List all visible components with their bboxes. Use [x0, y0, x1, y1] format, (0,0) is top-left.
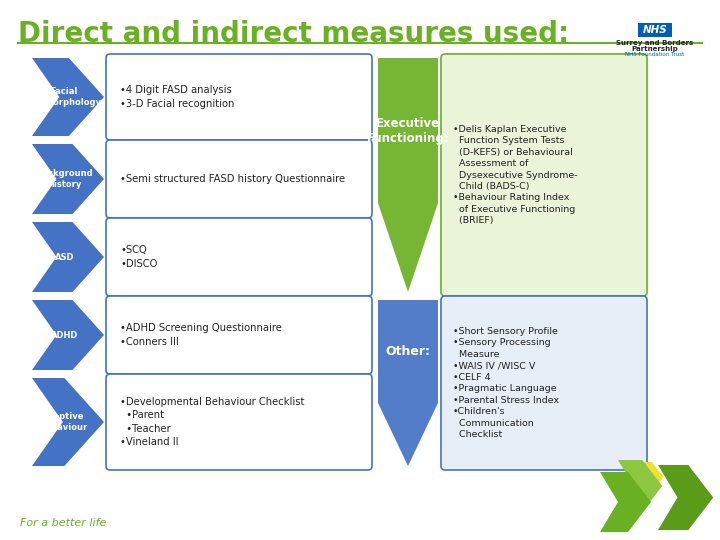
Polygon shape	[378, 300, 438, 466]
Polygon shape	[378, 58, 438, 292]
Text: •SCQ
•DISCO: •SCQ •DISCO	[120, 245, 158, 268]
Polygon shape	[32, 222, 104, 292]
Text: Executive
Functioning:: Executive Functioning:	[366, 117, 449, 145]
Text: Other:: Other:	[385, 345, 431, 358]
Polygon shape	[32, 378, 104, 466]
Polygon shape	[32, 144, 104, 214]
FancyBboxPatch shape	[106, 296, 372, 374]
FancyBboxPatch shape	[106, 54, 372, 140]
Text: Facial
Dysmorphology: Facial Dysmorphology	[27, 87, 101, 107]
Text: •4 Digit FASD analysis
•3-D Facial recognition: •4 Digit FASD analysis •3-D Facial recog…	[120, 85, 235, 109]
Text: •Delis Kaplan Executive
  Function System Tests
  (D-KEFS) or Behavioural
  Asse: •Delis Kaplan Executive Function System …	[453, 125, 577, 225]
Polygon shape	[618, 460, 662, 512]
FancyBboxPatch shape	[638, 23, 672, 37]
Text: •Short Sensory Profile
•Sensory Processing
  Measure
•WAIS IV /WISC V
•CELF 4
•P: •Short Sensory Profile •Sensory Processi…	[453, 327, 559, 439]
Text: Adaptive
Behaviour: Adaptive Behaviour	[40, 413, 88, 431]
Polygon shape	[600, 472, 651, 532]
FancyBboxPatch shape	[441, 54, 647, 296]
Text: •ADHD Screening Questionnaire
•Conners III: •ADHD Screening Questionnaire •Conners I…	[120, 323, 282, 347]
Polygon shape	[32, 58, 104, 136]
FancyBboxPatch shape	[106, 140, 372, 218]
Text: Surrey and Borders: Surrey and Borders	[616, 40, 693, 46]
Polygon shape	[658, 465, 714, 530]
FancyBboxPatch shape	[106, 374, 372, 470]
Text: ADHD: ADHD	[51, 330, 78, 340]
Polygon shape	[638, 462, 664, 492]
Polygon shape	[32, 300, 104, 370]
Text: •Semi structured FASD history Questionnaire: •Semi structured FASD history Questionna…	[120, 174, 345, 184]
Text: Partnership: Partnership	[631, 46, 678, 52]
Text: ASD: ASD	[55, 253, 74, 261]
Text: Direct and indirect measures used:: Direct and indirect measures used:	[18, 20, 569, 48]
Text: NHS: NHS	[643, 25, 667, 35]
Text: •Developmental Behaviour Checklist
  •Parent
  •Teacher
•Vineland II: •Developmental Behaviour Checklist •Pare…	[120, 397, 305, 447]
Text: For a better life: For a better life	[20, 518, 107, 528]
FancyBboxPatch shape	[441, 296, 647, 470]
Text: NHS Foundation Trust: NHS Foundation Trust	[626, 52, 685, 57]
Text: Background
History: Background History	[36, 170, 93, 188]
FancyBboxPatch shape	[106, 218, 372, 296]
